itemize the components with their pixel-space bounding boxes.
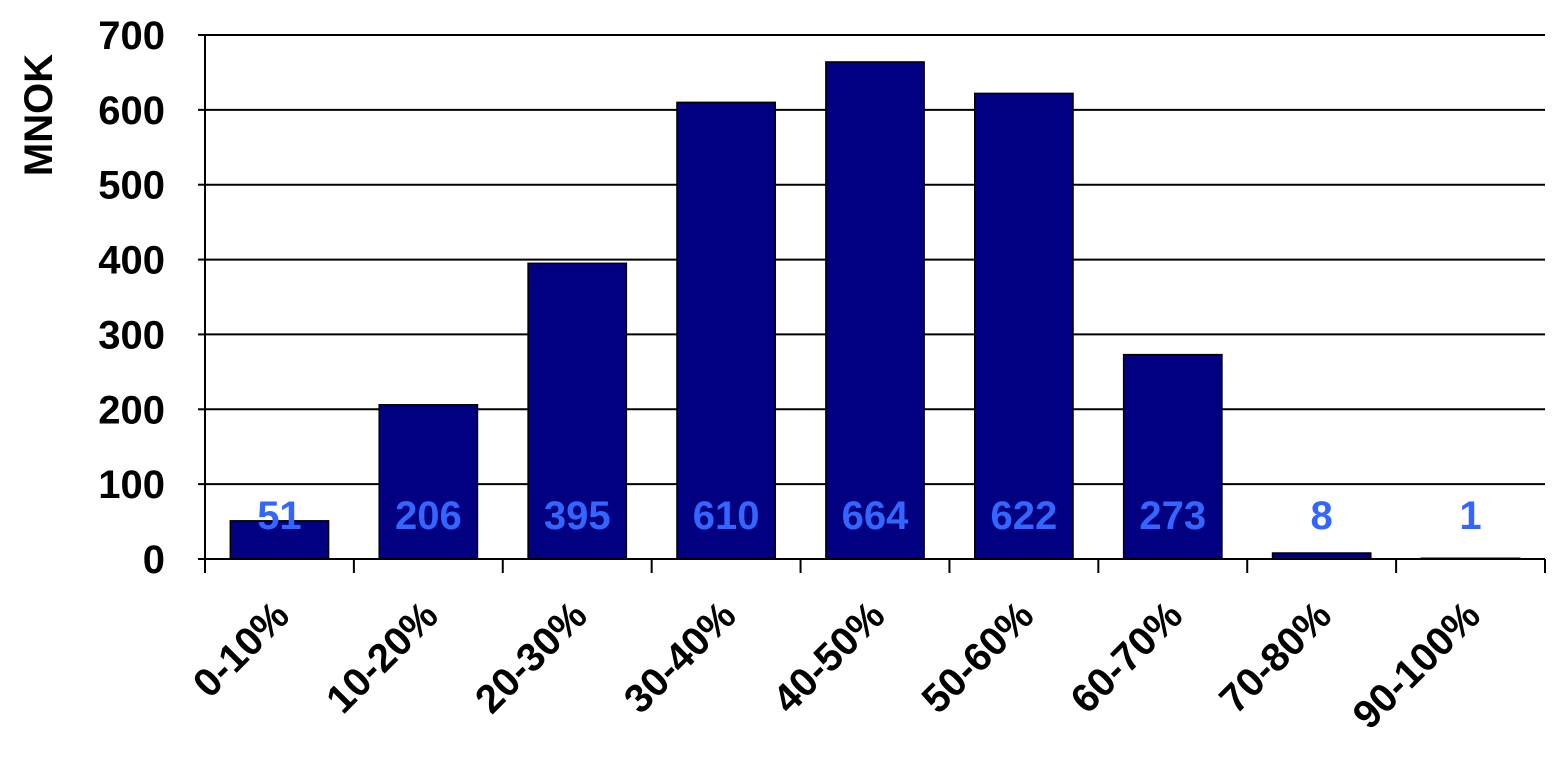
y-tick-label: 200: [98, 388, 165, 432]
axes: [198, 34, 1546, 573]
x-tick-label: 90-100%: [1345, 593, 1489, 737]
y-tick-label: 700: [98, 14, 165, 58]
x-tick-label: 60-70%: [1063, 593, 1192, 722]
y-tick-label: 0: [143, 538, 165, 582]
data-label: 395: [544, 494, 611, 538]
data-label: 51: [257, 494, 302, 538]
y-tick-label: 100: [98, 463, 165, 507]
bar-40-50%: [825, 61, 925, 560]
y-tick-label: 500: [98, 164, 165, 208]
bar-10-20%: [378, 404, 479, 560]
y-tick-labels: 0 100 200 300 400 500 600 700: [98, 14, 165, 582]
data-label: 273: [1139, 494, 1206, 538]
y-tick-label: 400: [98, 239, 165, 283]
data-label: 664: [842, 494, 909, 538]
bar-50-60%: [974, 92, 1074, 560]
bar-20-30%: [527, 262, 628, 560]
bar-60-70%: [1122, 353, 1223, 560]
data-label: 622: [991, 494, 1058, 538]
data-label: 610: [693, 494, 760, 538]
data-label: 1: [1459, 494, 1481, 538]
data-label: 206: [395, 494, 462, 538]
bars: [229, 61, 1521, 560]
y-tick-label: 600: [98, 89, 165, 133]
x-tick-label: 20-30%: [467, 593, 596, 722]
x-tick-label: 70-80%: [1211, 593, 1340, 722]
y-tick-label: 300: [98, 313, 165, 357]
x-tick-labels: 0-10% 10-20% 20-30% 30-40% 40-50% 50-60% 60-70…: [185, 593, 1489, 737]
x-tick-label: 40-50%: [765, 593, 894, 722]
data-label: 8: [1311, 494, 1333, 538]
x-tick-label: 50-60%: [914, 593, 1043, 722]
x-tick-label: 30-40%: [616, 593, 745, 722]
x-tick-label: 10-20%: [318, 593, 447, 722]
bar-30-40%: [676, 101, 776, 560]
data-labels: 51 206 395 610 664 622 273 8 1: [257, 494, 1481, 538]
x-tick-label: 0-10%: [185, 593, 298, 706]
y-axis-label: MNOK: [17, 54, 61, 176]
